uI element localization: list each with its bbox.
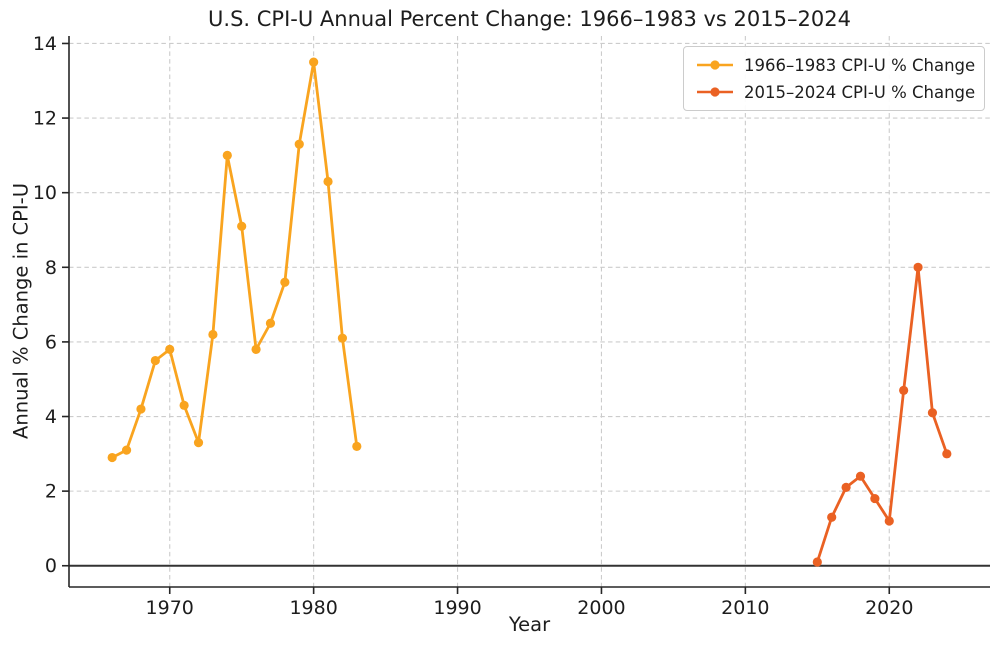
legend: 1966–1983 CPI-U % Change 2015–2024 CPI-U…	[683, 46, 986, 111]
data-point-marker	[812, 557, 822, 567]
legend-swatch-2015-2024	[697, 87, 733, 97]
data-point-marker	[942, 449, 952, 459]
data-point-marker	[899, 385, 909, 396]
legend-item-2015-2024: 2015–2024 CPI-U % Change	[696, 80, 975, 104]
x-axis-label: Year	[508, 613, 551, 636]
legend-label-2015-2024: 2015–2024 CPI-U % Change	[744, 82, 976, 102]
data-point-marker	[251, 344, 261, 354]
legend-swatch-1966-1983	[697, 60, 733, 70]
data-point-marker	[265, 318, 276, 328]
y-tick-label: 2	[45, 481, 57, 503]
data-point-marker	[165, 344, 175, 354]
x-tick-label: 1990	[433, 597, 481, 619]
y-tick-label: 6	[45, 331, 57, 353]
legend-item-1966-1983: 1966–1983 CPI-U % Change	[696, 53, 975, 77]
x-tick-label: 2000	[577, 597, 625, 619]
data-point-marker	[884, 516, 894, 526]
x-tick-label: 2010	[721, 597, 769, 619]
legend-marker-icon	[710, 87, 720, 97]
legend-marker-icon	[710, 60, 720, 70]
series-line-1	[815, 265, 949, 563]
data-point-marker	[870, 493, 880, 504]
x-tick-label: 1980	[289, 597, 337, 619]
data-point-marker	[841, 482, 851, 492]
data-point-marker	[337, 333, 348, 343]
data-point-marker	[309, 57, 319, 67]
data-point-marker	[294, 139, 304, 149]
data-point-marker	[150, 355, 160, 366]
data-point-marker	[208, 329, 218, 340]
y-tick-label: 4	[45, 406, 57, 428]
data-point-marker	[193, 438, 204, 448]
data-point-marker	[136, 404, 146, 414]
data-point-marker	[352, 441, 362, 451]
chart-title: U.S. CPI-U Annual Percent Change: 1966–1…	[208, 7, 851, 31]
y-tick-label: 0	[45, 555, 57, 577]
data-point-marker	[827, 512, 837, 522]
y-tick-label: 14	[33, 33, 57, 55]
data-point-marker	[237, 221, 247, 231]
x-tick-label: 2020	[865, 597, 913, 619]
series-line-0	[111, 60, 359, 459]
data-point-marker	[222, 150, 232, 160]
data-point-marker	[913, 262, 923, 272]
data-point-marker	[855, 471, 866, 481]
data-point-marker	[179, 400, 189, 410]
y-tick-label: 8	[45, 257, 57, 279]
x-tick-label: 1970	[146, 597, 194, 619]
data-point-marker	[107, 452, 117, 463]
legend-label-1966-1983: 1966–1983 CPI-U % Change	[744, 55, 976, 75]
y-tick-label: 12	[33, 108, 57, 130]
data-point-marker	[927, 408, 938, 418]
data-point-marker	[323, 176, 333, 187]
data-point-marker	[280, 277, 290, 287]
y-tick-label: 10	[33, 182, 57, 204]
data-point-marker	[121, 445, 132, 455]
